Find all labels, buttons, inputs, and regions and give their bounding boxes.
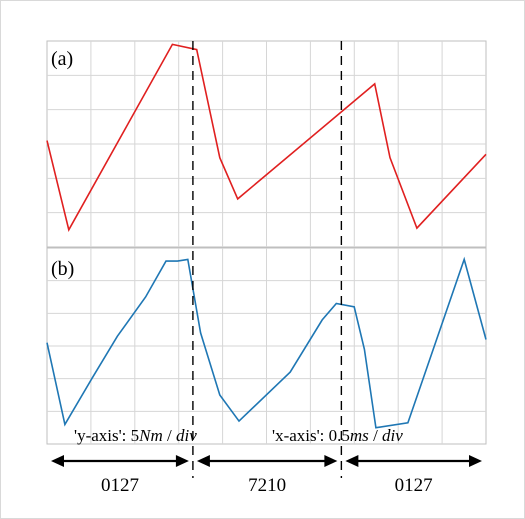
panel-b: (b)	[46, 247, 487, 445]
panel-a-series-line	[46, 43, 487, 232]
segment-label-2: 7210	[248, 475, 286, 496]
segment-arrow-3: 0127	[345, 455, 482, 496]
arrow-head-right-icon	[324, 455, 338, 467]
arrow-head-right-icon	[469, 455, 482, 467]
panel-b-label: (b)	[51, 258, 74, 280]
panel-a-label: (a)	[51, 48, 73, 70]
segment-separators	[192, 41, 343, 478]
arrow-head-left-icon	[51, 455, 64, 467]
arrow-head-right-icon	[175, 455, 189, 467]
arrow-head-left-icon	[196, 455, 210, 467]
segment-label-1: 0127	[101, 475, 139, 496]
x-axis-scale-annotation: 'x-axis': 0.5ms / div	[272, 426, 403, 445]
panel-b-grid	[47, 248, 486, 444]
panel-a-grid	[47, 41, 486, 247]
segment-arrows: 0127 7210 0127	[51, 455, 482, 496]
arrow-head-left-icon	[345, 455, 359, 467]
segment-arrow-2: 7210	[196, 455, 338, 496]
segment-arrow-1: 0127	[51, 455, 189, 496]
panel-b-series-line	[46, 256, 487, 429]
panel-a: (a)	[46, 40, 487, 248]
segment-label-3: 0127	[395, 475, 433, 496]
y-axis-scale-annotation: 'y-axis': 5Nm / div	[74, 426, 197, 445]
